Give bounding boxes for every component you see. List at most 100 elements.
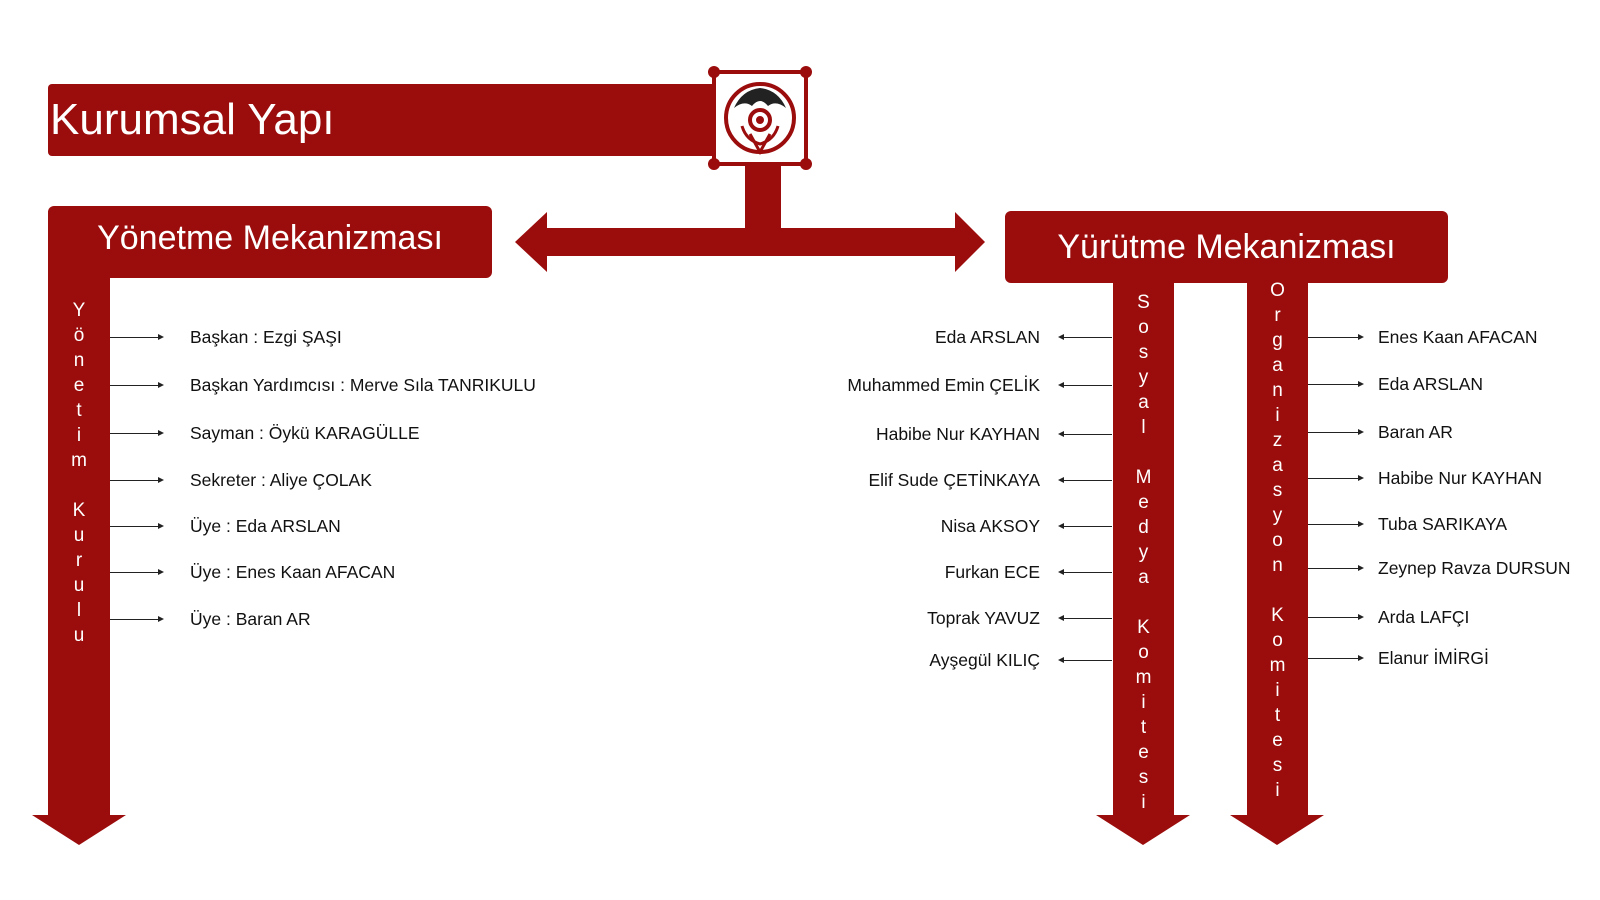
connector-arrowhead [1058,657,1064,663]
connector-arrowhead [1058,431,1064,437]
member-name: Zeynep Ravza DURSUN [1378,558,1571,578]
vertical-letter: r [1274,305,1281,326]
vertical-letter: a [1138,567,1149,588]
member-name: Başkan : Ezgi ŞAŞI [190,327,342,347]
vertical-letter: l [1141,417,1146,438]
member-name: Elif Sude ÇETİNKAYA [868,470,1041,490]
connector-line [1062,434,1112,435]
vertical-letter: ö [73,325,85,346]
vertical-letter: n [1272,555,1283,576]
connector-line [1062,337,1112,338]
connector-arrowhead [158,382,164,388]
vertical-letter: S [1137,292,1150,313]
vertical-letter: o [1138,317,1149,338]
vertical-letter: r [75,550,83,571]
vertical-letter: z [1272,430,1283,451]
connector-line [1062,660,1112,661]
double-arrow [515,212,985,272]
connector-line [110,526,160,527]
vertical-letter: m [1269,655,1286,676]
member-name: Ayşegül KILIÇ [929,650,1040,670]
vertical-letter: i [1141,692,1146,713]
vertical-letter: o [1138,642,1149,663]
vertical-letter: m [1135,667,1152,688]
member-name: Habibe Nur KAYHAN [875,424,1040,444]
connector-arrowhead [1058,569,1064,575]
vertical-letter [1141,590,1146,615]
connector-line [110,480,160,481]
vertical-letter: m [71,450,87,471]
vertical-letter: d [1138,517,1149,538]
connector-line [1308,432,1360,433]
vertical-letter: i [1275,405,1280,426]
vertical-letter: s [1272,755,1283,776]
connector-arrowhead [158,523,164,529]
vertical-letter: i [1275,780,1280,801]
vertical-letter: e [1272,730,1283,751]
member-name: Üye : Baran AR [190,609,311,629]
vertical-letter: K [72,500,86,521]
vertical-letter: t [76,400,82,421]
connector-arrowhead [158,430,164,436]
vertical-letter: t [1140,717,1147,738]
execution-mechanism-header: Yürütme Mekanizması [1005,211,1448,283]
left-down-arrow [32,270,126,845]
vertical-letter: a [1272,355,1283,376]
connector-arrowhead [1358,429,1364,435]
connector-line [110,433,160,434]
vertical-letter: y [1138,542,1149,563]
connector-line [1308,524,1360,525]
vertical-letter: u [73,575,85,596]
member-name: Tuba SARIKAYA [1378,514,1508,534]
connector-stem [745,166,781,228]
vertical-letter [1275,578,1280,603]
connector-line [1308,568,1360,569]
vertical-letter: u [73,625,85,646]
connector-arrowhead [1358,381,1364,387]
connector-arrowhead [1358,614,1364,620]
connector-line [1308,617,1360,618]
vertical-letter: M [1135,467,1152,488]
vertical-letter [76,473,81,498]
vertical-letter: y [1138,367,1149,388]
vertical-letter: a [1138,392,1149,413]
vertical-letter: l [76,600,82,621]
connector-arrowhead [1058,382,1064,388]
connector-arrowhead [1358,334,1364,340]
connector-line [1308,384,1360,385]
member-name: Üye : Eda ARSLAN [190,516,341,536]
connector-arrowhead [158,569,164,575]
connector-line [110,572,160,573]
member-name: Arda LAFÇI [1378,607,1470,627]
connector-arrowhead [1058,615,1064,621]
member-name: Nisa AKSOY [940,516,1040,536]
connector-arrowhead [158,334,164,340]
vertical-letter: n [73,350,85,371]
member-name: Sayman : Öykü KARAGÜLLE [190,423,420,443]
vertical-letter: u [73,525,85,546]
connector-arrowhead [1058,334,1064,340]
member-name: Üye : Enes Kaan AFACAN [190,562,396,582]
connector-line [110,337,160,338]
member-name: Habibe Nur KAYHAN [1378,468,1543,488]
member-name: Eda ARSLAN [934,327,1040,347]
connector-line [1308,658,1360,659]
social-down-arrow [1096,282,1190,845]
connector-line [1062,385,1112,386]
vertical-letter: g [1272,330,1283,351]
connector-arrowhead [1058,477,1064,483]
member-name: Muhammed Emin ÇELİK [847,375,1040,395]
connector-line [1062,572,1112,573]
management-mechanism-header: Yönetme Mekanizması [48,206,492,278]
member-name: Baran AR [1378,422,1453,442]
member-name: Başkan Yardımcısı : Merve Sıla TANRIKULU [190,375,536,395]
connector-line [1062,526,1112,527]
member-name: Eda ARSLAN [1378,374,1484,394]
vertical-letter: e [1138,492,1149,513]
connector-arrowhead [158,616,164,622]
vertical-letter: K [1271,605,1284,626]
